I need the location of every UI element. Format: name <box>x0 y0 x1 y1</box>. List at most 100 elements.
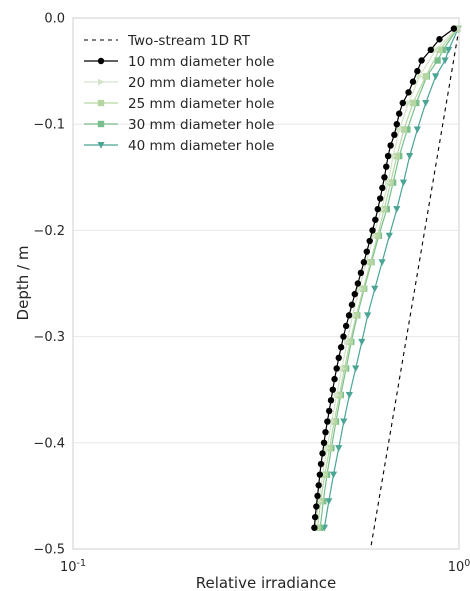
data-point <box>331 375 338 383</box>
data-point <box>337 344 345 351</box>
data-point <box>406 153 414 160</box>
series-line <box>316 28 458 528</box>
data-point <box>356 285 363 293</box>
data-point <box>379 184 386 192</box>
data-point <box>319 450 326 457</box>
data-point <box>322 428 329 436</box>
data-point <box>409 99 417 107</box>
y-tick-labels: 0.0 −0.1 −0.2 −0.3 −0.4 −0.5 <box>33 12 65 558</box>
data-point <box>384 152 392 160</box>
data-point <box>378 259 386 266</box>
data-point <box>367 259 374 266</box>
series-line <box>314 28 457 528</box>
data-point <box>333 391 341 399</box>
legend-item: 10 mm diameter hole <box>84 54 274 70</box>
y-tick-label: −0.4 <box>33 436 65 451</box>
data-point <box>316 471 324 478</box>
data-point <box>416 73 424 80</box>
data-point <box>323 444 331 452</box>
y-tick-label: −0.3 <box>33 330 65 345</box>
data-point <box>320 439 328 446</box>
data-point <box>329 471 338 479</box>
data-point <box>393 152 400 160</box>
legend-item: 20 mm diameter hole <box>84 75 274 91</box>
data-point <box>345 392 353 399</box>
data-point <box>409 78 417 85</box>
data-point <box>374 205 381 213</box>
data-point <box>377 195 384 202</box>
data-point <box>441 57 449 65</box>
legend-marker <box>97 142 105 149</box>
data-point <box>422 99 430 107</box>
data-point <box>391 131 398 139</box>
legend-label: 25 mm diameter hole <box>128 96 274 112</box>
legend-item: 40 mm diameter hole <box>84 138 274 154</box>
data-point <box>324 418 331 425</box>
data-point <box>432 46 440 54</box>
data-point <box>432 73 440 81</box>
legend-marker <box>97 57 105 65</box>
data-point <box>374 232 381 239</box>
data-point <box>396 126 403 133</box>
data-point <box>313 503 320 510</box>
data-point <box>363 248 371 255</box>
legend: Two-stream 1D RT 10 mm diameter hole 20 mm… <box>84 33 274 154</box>
data-point <box>317 460 325 468</box>
x-tick-base: 10 <box>448 560 465 575</box>
data-point <box>315 482 322 489</box>
legend-label: 10 mm diameter hole <box>128 54 274 70</box>
data-point <box>314 492 321 500</box>
series-1 <box>311 25 458 531</box>
legend-item: 25 mm diameter hole <box>84 96 274 112</box>
data-point <box>360 285 367 293</box>
y-tick-label: −0.1 <box>33 118 65 133</box>
data-point <box>414 67 421 75</box>
x-tick-exponent: -1 <box>77 558 86 569</box>
data-point <box>393 121 400 128</box>
legend-marker <box>97 120 105 128</box>
data-point <box>311 513 319 521</box>
data-point <box>335 354 342 362</box>
data-point <box>450 25 458 32</box>
data-point <box>354 280 362 287</box>
data-point <box>413 126 421 134</box>
data-point <box>436 36 443 43</box>
data-point <box>353 312 360 319</box>
data-point <box>325 498 333 505</box>
legend-label: 40 mm diameter hole <box>128 138 274 154</box>
y-tick-label: −0.5 <box>33 543 65 558</box>
plot-background <box>73 18 459 549</box>
data-point <box>364 312 372 319</box>
series-5 <box>320 25 462 532</box>
data-point <box>357 269 365 277</box>
data-point <box>329 386 336 393</box>
data-point <box>405 99 413 107</box>
data-point <box>385 179 392 187</box>
data-point <box>422 73 429 80</box>
legend-item: Two-stream 1D RT <box>84 33 251 49</box>
data-point <box>387 142 394 149</box>
data-point <box>327 397 335 404</box>
data-point <box>393 206 401 213</box>
series-layer <box>311 25 462 550</box>
data-point <box>383 163 390 170</box>
data-point <box>351 290 358 298</box>
data-point <box>399 179 408 187</box>
data-point <box>369 227 376 234</box>
data-point <box>340 333 347 340</box>
data-point <box>325 407 333 415</box>
data-point <box>445 46 453 54</box>
y-axis-label: Depth / m <box>14 246 32 321</box>
x-tick-base: 10 <box>60 560 77 575</box>
data-point <box>418 57 425 64</box>
data-point <box>385 232 393 240</box>
legend-item: 30 mm diameter hole <box>84 117 274 133</box>
legend-marker <box>98 78 105 86</box>
data-point <box>352 365 360 373</box>
y-tick-label: 0.0 <box>44 12 65 27</box>
data-point <box>311 524 318 531</box>
data-point <box>345 312 353 319</box>
data-point <box>399 99 406 107</box>
plot-frame <box>72 17 460 550</box>
